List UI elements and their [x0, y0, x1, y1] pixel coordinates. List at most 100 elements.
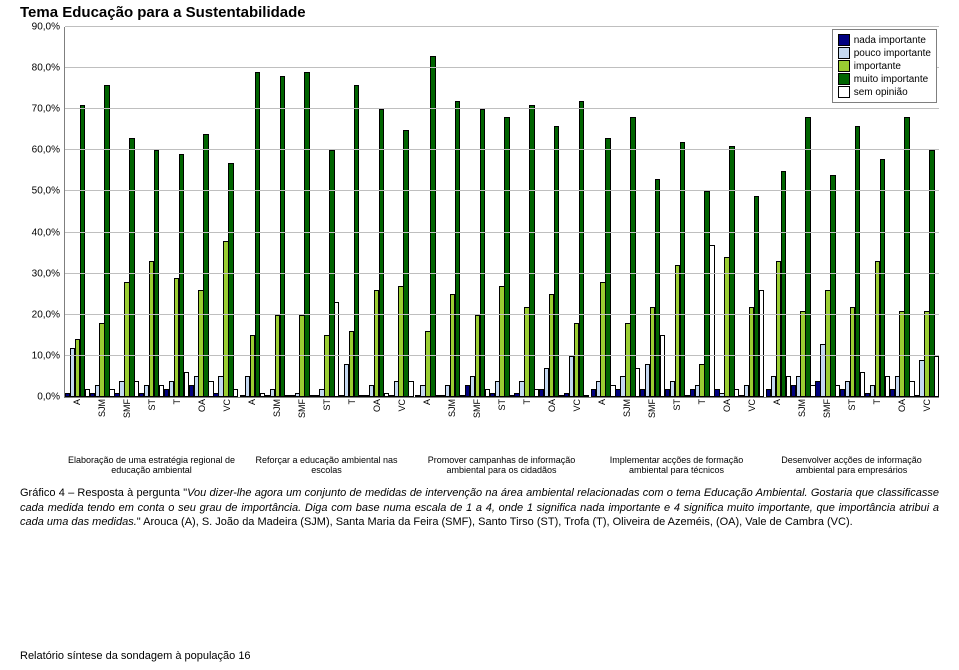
category-label: A	[772, 399, 782, 405]
bar	[228, 163, 233, 397]
y-tick: 40,0%	[32, 227, 60, 238]
category-label-cell: VC	[214, 397, 239, 453]
bar	[934, 356, 939, 397]
bar	[354, 85, 359, 397]
legend-item: nada importante	[838, 34, 931, 46]
gridline	[65, 273, 939, 274]
legend-swatch	[838, 60, 850, 72]
page-footer: Relatório síntese da sondagem à populaçã…	[20, 650, 251, 662]
bar-cluster	[265, 27, 290, 397]
legend-item: pouco importante	[838, 47, 931, 59]
bar-cluster	[339, 27, 364, 397]
category-label: ST	[672, 399, 682, 411]
category-label: A	[597, 399, 607, 405]
category-label-cell: ST	[314, 397, 339, 453]
category-label-cell: ST	[489, 397, 514, 453]
y-tick: 0,0%	[37, 392, 60, 403]
legend-label: muito importante	[854, 74, 928, 85]
legend-label: sem opinião	[854, 87, 908, 98]
category-label: OA	[897, 399, 907, 412]
category-label-cell: T	[339, 397, 364, 453]
category-label: T	[697, 399, 707, 405]
category-label: SMF	[647, 399, 657, 418]
chart-caption: Gráfico 4 – Resposta à pergunta "Vou diz…	[20, 486, 939, 531]
legend-swatch	[838, 86, 850, 98]
bar-cluster	[490, 27, 515, 397]
bar-cluster	[564, 27, 591, 397]
category-axis-labels: ASJMSMFSTTOAVCASJMSMFSTTOAVCASJMSMFSTTOA…	[64, 397, 939, 453]
category-label-cell: SJM	[264, 397, 289, 453]
page-title: Tema Educação para a Sustentabilidade	[20, 4, 939, 21]
category-label: SMF	[472, 399, 482, 418]
gridline	[65, 26, 939, 27]
category-label: VC	[397, 399, 407, 412]
bars-container	[65, 27, 939, 397]
category-label-cell: ST	[139, 397, 164, 453]
category-label: VC	[222, 399, 232, 412]
bar	[480, 109, 485, 397]
gridline	[65, 108, 939, 109]
bar-cluster	[465, 27, 490, 397]
group-label: Elaboração de uma estratégia regional de…	[64, 455, 239, 476]
group-label: Implementar acções de formação ambiental…	[589, 455, 764, 476]
category-label-cell: A	[764, 397, 789, 453]
category-label: SMF	[122, 399, 132, 418]
bar	[759, 290, 764, 397]
bar	[280, 76, 285, 397]
category-label: T	[522, 399, 532, 405]
category-label-cell: VC	[564, 397, 589, 453]
category-label-cell: SJM	[89, 397, 114, 453]
category-label-cell: SMF	[464, 397, 489, 453]
category-label-cell: ST	[839, 397, 864, 453]
legend-item: importante	[838, 60, 931, 72]
bar	[880, 159, 885, 397]
gridline	[65, 190, 939, 191]
legend-label: pouco importante	[854, 48, 931, 59]
legend-swatch	[838, 73, 850, 85]
category-label-cell: ST	[664, 397, 689, 453]
bar-cluster	[189, 27, 214, 397]
category-label-cell: OA	[364, 397, 389, 453]
category-label-cell: VC	[389, 397, 414, 453]
chart: 0,0%10,0%20,0%30,0%40,0%50,0%60,0%70,0%8…	[20, 27, 939, 397]
bar-cluster	[440, 27, 465, 397]
plot-area: nada importante pouco importanteimportant…	[64, 27, 939, 398]
legend-label: nada importante	[854, 35, 926, 46]
category-label-cell: SJM	[789, 397, 814, 453]
category-label: OA	[722, 399, 732, 412]
bar	[729, 146, 734, 397]
bar-cluster	[115, 27, 140, 397]
bar-cluster	[791, 27, 816, 397]
bar-cluster	[515, 27, 540, 397]
category-label: VC	[572, 399, 582, 412]
bar	[304, 72, 309, 397]
category-label: A	[247, 399, 257, 405]
bar-cluster	[690, 27, 715, 397]
bar	[233, 389, 238, 397]
bar-cluster	[539, 27, 564, 397]
y-tick: 80,0%	[32, 63, 60, 74]
legend-swatch	[838, 47, 850, 59]
category-label-cell: SJM	[439, 397, 464, 453]
bar-cluster	[240, 27, 265, 397]
bar-cluster	[665, 27, 690, 397]
legend: nada importante pouco importanteimportant…	[832, 29, 937, 103]
category-label-cell: SJM	[614, 397, 639, 453]
gridline	[65, 355, 939, 356]
legend-item: muito importante	[838, 73, 931, 85]
bar-cluster	[90, 27, 115, 397]
bar-cluster	[164, 27, 189, 397]
category-label-cell: OA	[714, 397, 739, 453]
category-label: SJM	[447, 399, 457, 417]
legend-item: sem opinião	[838, 86, 931, 98]
group-label: Reforçar a educação ambiental nas escola…	[239, 455, 414, 476]
category-label-cell: T	[689, 397, 714, 453]
gridline	[65, 149, 939, 150]
category-label-cell: T	[864, 397, 889, 453]
y-tick: 50,0%	[32, 186, 60, 197]
gridline	[65, 232, 939, 233]
group-label: Promover campanhas de informação ambient…	[414, 455, 589, 476]
category-label-cell: SMF	[114, 397, 139, 453]
bar	[379, 109, 384, 397]
category-label-cell: A	[414, 397, 439, 453]
